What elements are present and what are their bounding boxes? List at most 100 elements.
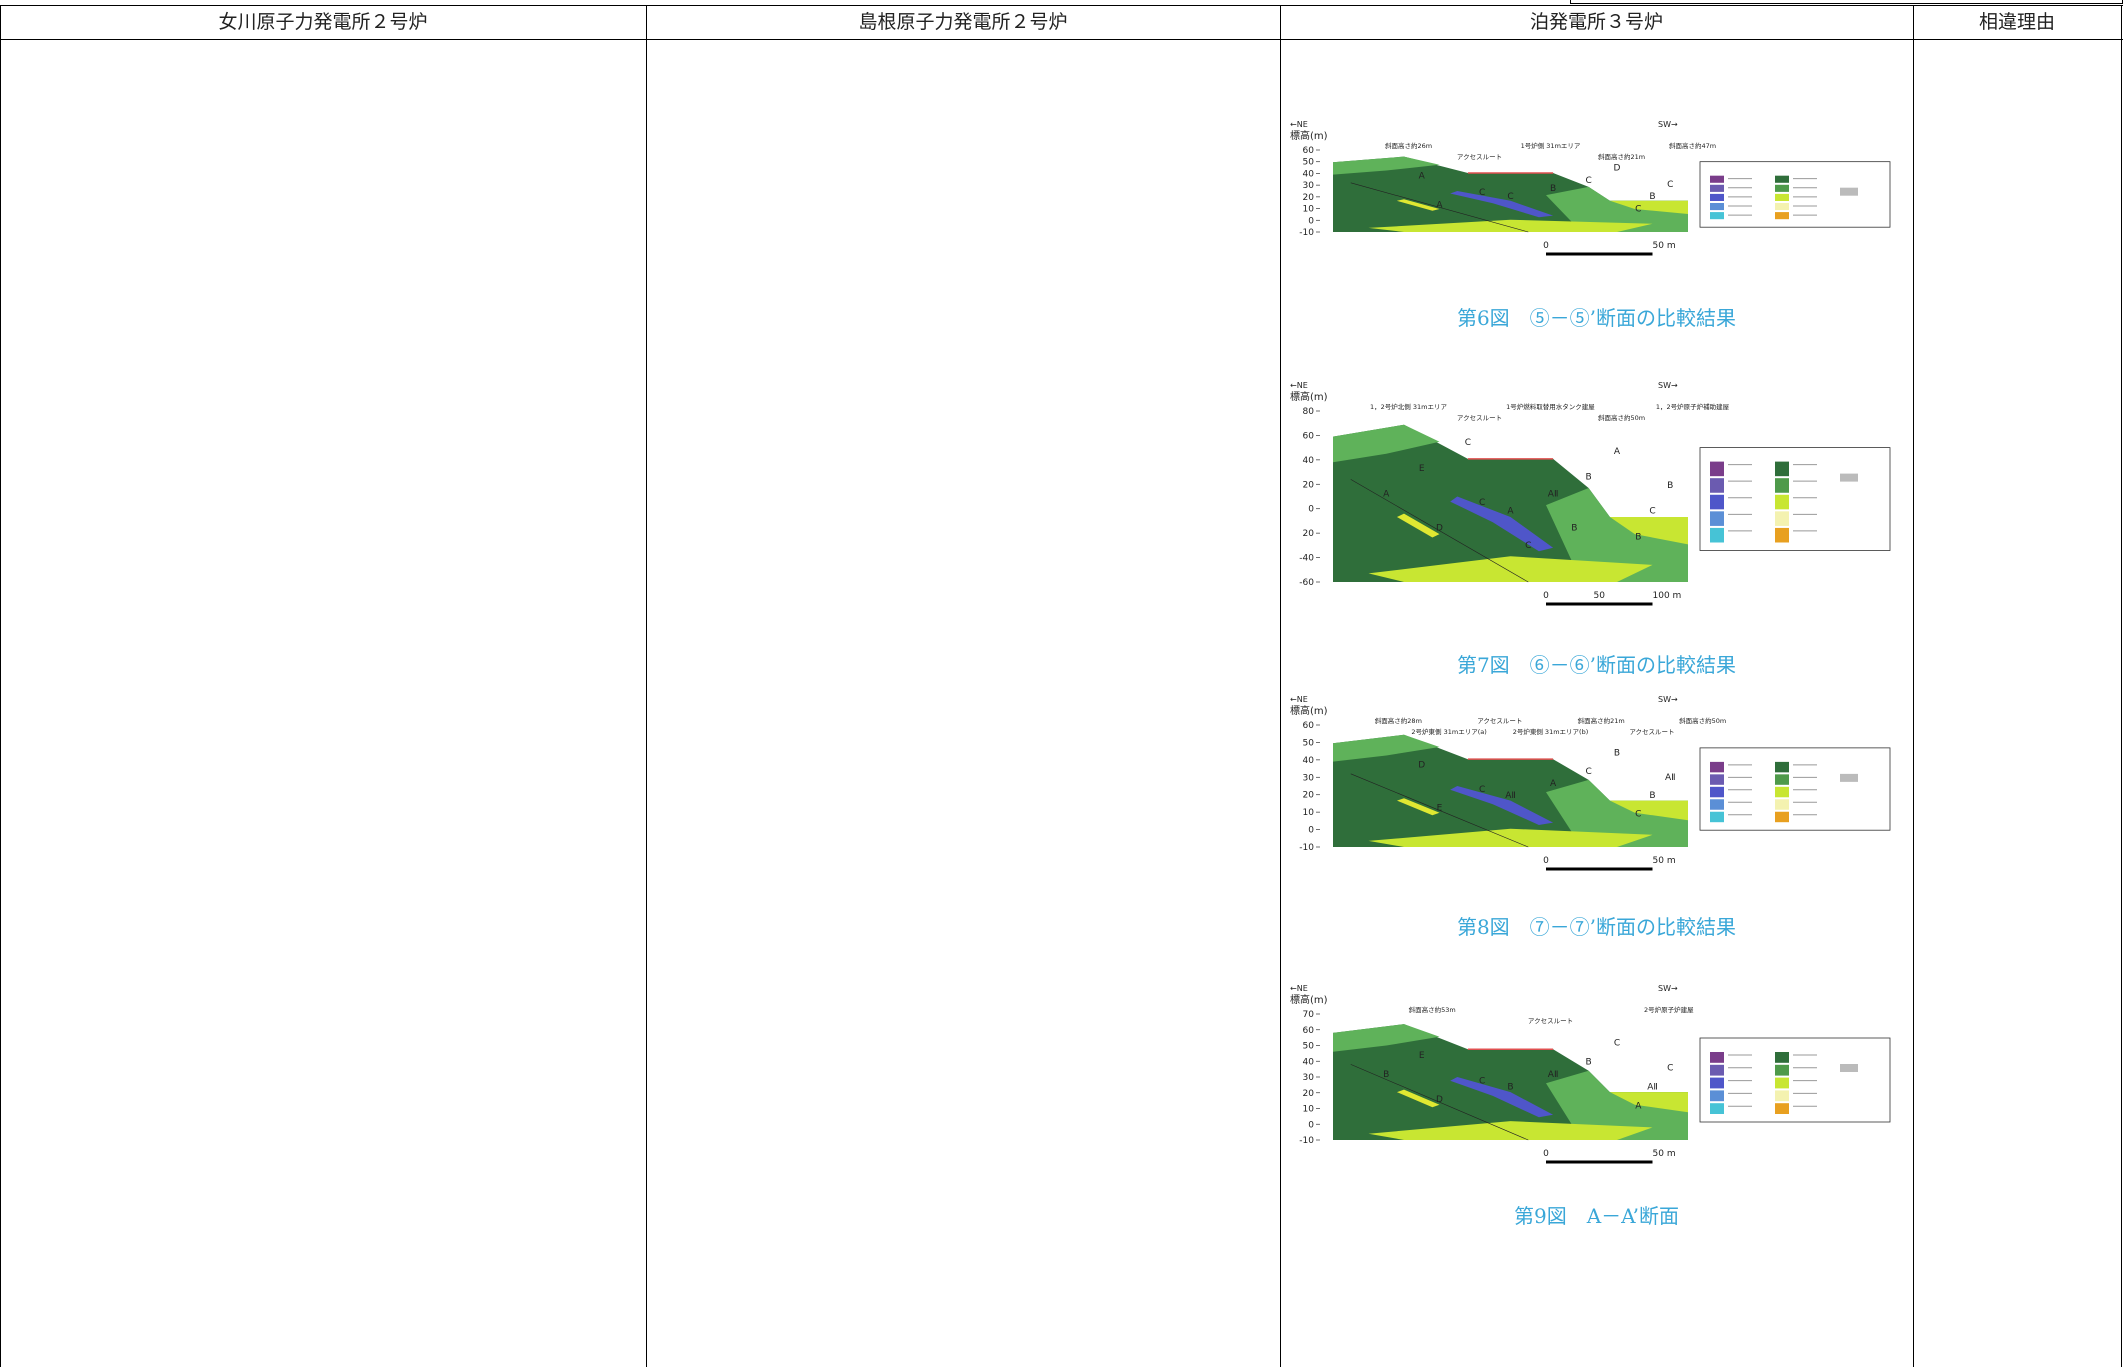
tick-label: 30: [1303, 181, 1315, 191]
region-label: C: [1614, 1039, 1620, 1049]
region-label: B: [1586, 1057, 1592, 1067]
region-label: D: [1614, 164, 1621, 174]
scale-label: 0: [1543, 591, 1549, 601]
fault-line: [1350, 479, 1529, 583]
legend-swatch: [1775, 175, 1789, 183]
column-border: [0, 5, 1, 1367]
legend-swatch: [1775, 461, 1789, 477]
terrain-layer: [1546, 186, 1688, 232]
legend-swatch: [1775, 761, 1789, 773]
terrain-layer: [1333, 156, 1440, 175]
direction-label: SW→: [1658, 120, 1678, 129]
tick-label: 0: [1308, 505, 1314, 515]
direction-label: ←NE: [1290, 381, 1308, 390]
legend-swatch: [1775, 1052, 1789, 1063]
tick-label: -60: [1299, 578, 1314, 588]
region-label: AⅡ: [1548, 1070, 1559, 1080]
legend-swatch: [1710, 478, 1724, 493]
scale-label: 50: [1594, 591, 1606, 601]
annotation: 斜面高さ約53m: [1409, 1005, 1456, 1014]
legend-swatch: [1710, 527, 1724, 543]
legend-swatch: [1710, 494, 1724, 510]
legend-swatch: [1710, 799, 1724, 810]
figure-caption: 第8図 ⑦－⑦’断面の比較結果: [1456, 915, 1737, 939]
tick-label: 40: [1303, 1057, 1315, 1067]
direction-label: ←NE: [1290, 695, 1308, 704]
annotation: アクセスルート: [1457, 153, 1502, 161]
column-header: 相違理由: [1978, 11, 2055, 33]
direction-label: SW→: [1658, 984, 1678, 993]
legend-swatch: [1840, 773, 1858, 782]
axis-label: 標高(m): [1290, 704, 1328, 717]
tick-label: 60: [1303, 146, 1315, 156]
legend-swatch: [1710, 786, 1724, 798]
terrain-band: [1368, 828, 1653, 847]
legend-swatch: [1710, 761, 1724, 773]
annotation: 斜面高さ約26m: [1385, 141, 1432, 150]
annotation: アクセスルート: [1457, 414, 1502, 422]
legend-swatch: [1840, 1064, 1858, 1072]
legend-swatch: [1710, 202, 1724, 211]
region-label: AⅡ: [1665, 773, 1676, 783]
region-label: C: [1479, 785, 1485, 795]
terrain-layer: [1546, 488, 1688, 582]
legend-swatch: [1775, 1103, 1789, 1114]
tick-label: -40: [1299, 554, 1314, 564]
scale-label: 50 m: [1653, 856, 1676, 866]
legend-swatch: [1775, 511, 1789, 526]
annotation: 1，2号炉原子炉補助建屋: [1656, 402, 1730, 411]
region-label: C: [1479, 1076, 1485, 1086]
terrain-band: [1396, 1089, 1440, 1108]
tick-label: -10: [1299, 1136, 1314, 1146]
region-label: D: [1418, 761, 1425, 771]
tick-label: 80: [1303, 407, 1315, 417]
terrain-band: [1450, 1077, 1554, 1118]
figure-caption: 第9図 A－A’断面: [1513, 1204, 1680, 1228]
tick-label: 30: [1303, 1073, 1315, 1083]
annotation: 斜面高さ約50m: [1598, 413, 1645, 422]
tick-label: 10: [1303, 808, 1315, 818]
legend-swatch: [1710, 774, 1724, 785]
region-label: AⅡ: [1647, 1083, 1658, 1093]
legend-swatch: [1775, 786, 1789, 798]
region-label: B: [1507, 1083, 1513, 1093]
legend-swatch: [1840, 187, 1858, 196]
tick-label: 50: [1303, 1042, 1315, 1052]
region-label: C: [1507, 192, 1513, 202]
legend-swatch: [1775, 184, 1789, 192]
scale-label: 50 m: [1653, 241, 1676, 251]
legend-swatch: [1710, 1064, 1724, 1076]
region-label: C: [1649, 507, 1655, 517]
fault-line: [1350, 1064, 1529, 1141]
scale-label: 100 m: [1653, 591, 1682, 601]
scale-label: 0: [1543, 856, 1549, 866]
legend-swatch: [1775, 811, 1789, 823]
column-border: [1913, 5, 1914, 1367]
axis-label: 標高(m): [1290, 390, 1328, 403]
region-label: C: [1465, 438, 1471, 448]
terrain-layer: [1546, 779, 1688, 847]
region-label: A: [1635, 1102, 1642, 1112]
direction-label: SW→: [1658, 695, 1678, 704]
region-label: B: [1571, 524, 1577, 534]
tick-label: 20: [1303, 193, 1315, 203]
column-header: 島根原子力発電所２号炉: [858, 11, 1068, 33]
fault-line: [1350, 773, 1529, 848]
region-label: B: [1614, 749, 1620, 759]
annotation: 2号炉東側 31mエリア(a): [1411, 727, 1486, 736]
annotation: アクセスルート: [1477, 717, 1522, 725]
tick-label: 20: [1303, 1089, 1315, 1099]
direction-label: ←NE: [1290, 984, 1308, 993]
cross-section-figure: ←NE SW→ 標高(m) 70 60 50 40 30 20 10 0 -10 E D C B AⅡ B C A AⅡ…: [1290, 984, 1891, 1164]
tick-label: 20: [1303, 791, 1315, 801]
region-label: B: [1635, 532, 1641, 542]
tick-label: 60: [1303, 721, 1315, 731]
tick-label: 10: [1303, 205, 1315, 215]
legend-swatch: [1775, 1077, 1789, 1089]
annotation: 2号炉東側 31mエリア(b): [1513, 727, 1589, 736]
terrain-band: [1396, 798, 1440, 816]
tick-label: -10: [1299, 843, 1314, 853]
legend-swatch: [1710, 811, 1724, 823]
region-label: D: [1436, 1095, 1443, 1105]
region-label: B: [1649, 192, 1655, 202]
